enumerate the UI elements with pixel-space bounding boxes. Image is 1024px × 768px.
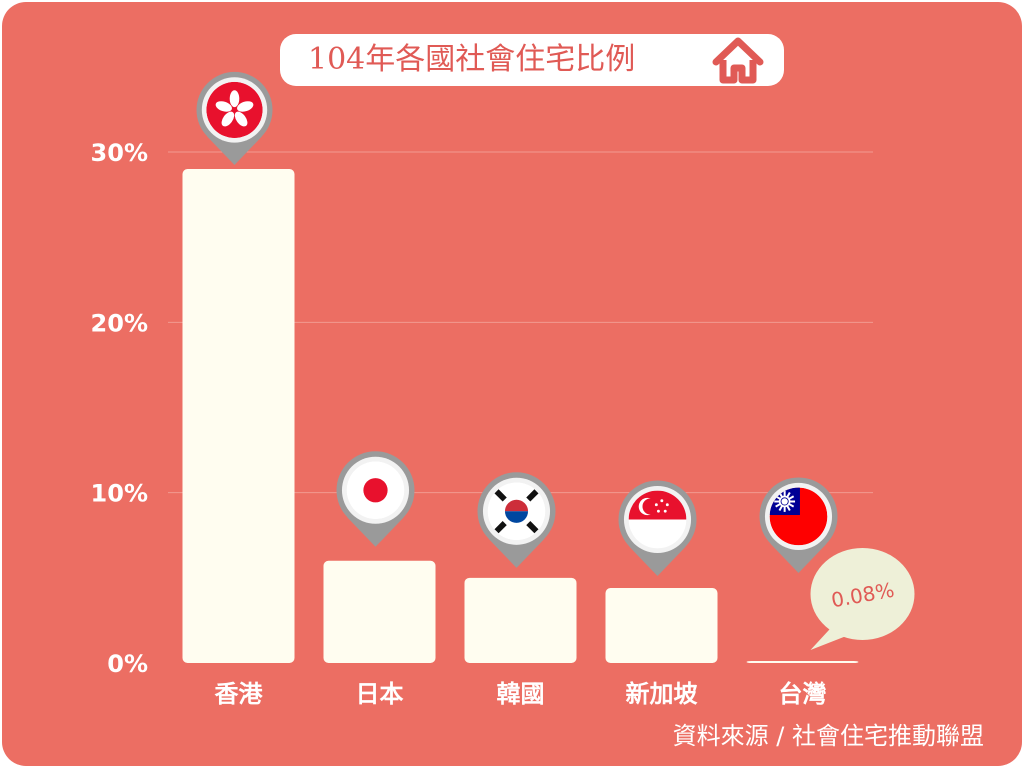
y-tick-label: 20% — [91, 309, 148, 337]
y-tick-label: 10% — [91, 480, 148, 508]
chart-title: 104年各國社會住宅比例 — [308, 42, 636, 77]
house-icon — [712, 37, 764, 84]
bar — [464, 577, 577, 663]
bar — [182, 169, 295, 664]
taiwan-flag-icon — [759, 477, 838, 573]
x-tick-label: 韓國 — [497, 680, 545, 708]
hong-kong-flag-icon — [196, 71, 273, 166]
japan-flag-icon — [336, 451, 415, 547]
singapore-flag-icon — [618, 480, 697, 577]
bar — [746, 661, 859, 663]
y-tick-label: 0% — [107, 650, 148, 678]
y-tick-label: 30% — [91, 139, 148, 167]
bars — [182, 169, 859, 664]
x-tick-label: 新加坡 — [626, 680, 698, 708]
x-tick-label: 香港 — [215, 680, 264, 708]
callout-bubble — [810, 548, 915, 640]
title-banner — [280, 34, 784, 86]
x-tick-label: 台灣 — [779, 680, 827, 708]
x-tick-label: 日本 — [356, 680, 404, 708]
south-korea-flag-icon — [477, 472, 556, 568]
value-callout: 0.08% — [810, 548, 915, 650]
bar — [323, 560, 436, 663]
source-note: 資料來源 / 社會住宅推動聯盟 — [672, 722, 984, 750]
flag-pins — [196, 71, 838, 577]
bar — [605, 588, 718, 663]
axis-labels: 0% 10% 20% 30% 香港 日本 韓國 新加坡 台灣 — [91, 139, 827, 708]
